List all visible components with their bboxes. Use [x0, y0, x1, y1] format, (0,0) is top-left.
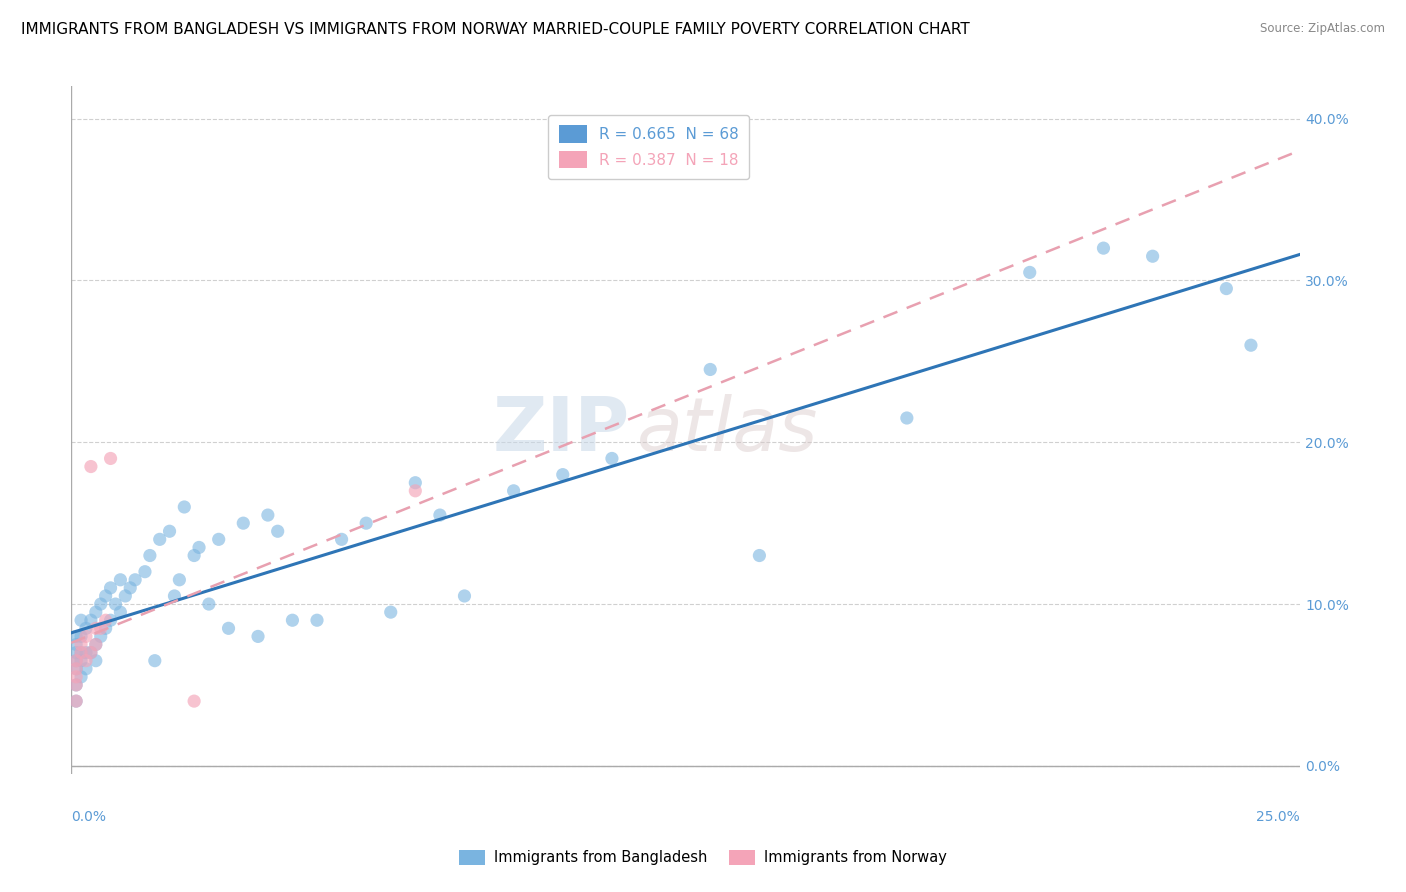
Point — [354, 516, 377, 531]
Point — [80, 646, 103, 660]
Point — [380, 605, 402, 619]
Point — [110, 573, 132, 587]
Point — [139, 549, 162, 563]
Point — [1142, 249, 1164, 263]
Point — [84, 621, 107, 635]
Point — [80, 613, 103, 627]
Point — [208, 533, 231, 547]
Point — [70, 670, 93, 684]
Point — [70, 638, 93, 652]
Point — [429, 508, 451, 522]
Point — [110, 605, 132, 619]
Point — [75, 662, 97, 676]
Point — [65, 654, 87, 668]
Point — [75, 646, 97, 660]
Point — [183, 694, 205, 708]
Point — [551, 467, 574, 482]
Point — [70, 646, 93, 660]
Point — [134, 565, 156, 579]
Point — [75, 654, 97, 668]
Point — [100, 613, 122, 627]
Text: IMMIGRANTS FROM BANGLADESH VS IMMIGRANTS FROM NORWAY MARRIED-COUPLE FAMILY POVER: IMMIGRANTS FROM BANGLADESH VS IMMIGRANTS… — [21, 22, 970, 37]
Point — [281, 613, 304, 627]
Point — [404, 483, 426, 498]
Point — [94, 621, 117, 635]
Point — [65, 629, 87, 643]
Point — [120, 581, 142, 595]
Point — [65, 662, 87, 676]
Point — [65, 638, 87, 652]
Point — [84, 638, 107, 652]
Point — [232, 516, 254, 531]
Point — [143, 654, 166, 668]
Point — [1092, 241, 1115, 255]
Legend: Immigrants from Bangladesh, Immigrants from Norway: Immigrants from Bangladesh, Immigrants f… — [453, 844, 953, 871]
Point — [90, 629, 112, 643]
Point — [84, 638, 107, 652]
Point — [84, 605, 107, 619]
Point — [104, 597, 127, 611]
Text: Source: ZipAtlas.com: Source: ZipAtlas.com — [1260, 22, 1385, 36]
Point — [188, 541, 211, 555]
Point — [169, 573, 191, 587]
Point — [80, 459, 103, 474]
Point — [173, 500, 195, 514]
Point — [70, 613, 93, 627]
Point — [75, 621, 97, 635]
Text: atlas: atlas — [637, 394, 818, 467]
Point — [404, 475, 426, 490]
Point — [699, 362, 721, 376]
Point — [267, 524, 290, 539]
Point — [502, 483, 524, 498]
Point — [247, 629, 270, 643]
Point — [65, 694, 87, 708]
Point — [163, 589, 186, 603]
Point — [75, 629, 97, 643]
Point — [94, 589, 117, 603]
Point — [748, 549, 770, 563]
Point — [65, 678, 87, 692]
Point — [100, 581, 122, 595]
Point — [80, 646, 103, 660]
Point — [65, 678, 87, 692]
Point — [896, 411, 918, 425]
Point — [94, 613, 117, 627]
Point — [114, 589, 136, 603]
Point — [453, 589, 475, 603]
Text: 0.0%: 0.0% — [72, 810, 107, 823]
Point — [65, 654, 87, 668]
Text: ZIP: ZIP — [494, 393, 630, 467]
Point — [257, 508, 280, 522]
Point — [149, 533, 172, 547]
Point — [1018, 265, 1040, 279]
Point — [159, 524, 181, 539]
Point — [70, 646, 93, 660]
Point — [198, 597, 221, 611]
Point — [70, 654, 93, 668]
Point — [183, 549, 205, 563]
Point — [100, 451, 122, 466]
Point — [84, 654, 107, 668]
Point — [600, 451, 623, 466]
Point — [305, 613, 328, 627]
Point — [1240, 338, 1263, 352]
Point — [65, 646, 87, 660]
Point — [330, 533, 353, 547]
Legend: R = 0.665  N = 68, R = 0.387  N = 18: R = 0.665 N = 68, R = 0.387 N = 18 — [548, 115, 749, 179]
Point — [124, 573, 146, 587]
Point — [1215, 282, 1237, 296]
Text: 25.0%: 25.0% — [1257, 810, 1301, 823]
Point — [65, 694, 87, 708]
Point — [70, 629, 93, 643]
Point — [65, 662, 87, 676]
Point — [218, 621, 240, 635]
Point — [90, 597, 112, 611]
Point — [90, 621, 112, 635]
Point — [65, 670, 87, 684]
